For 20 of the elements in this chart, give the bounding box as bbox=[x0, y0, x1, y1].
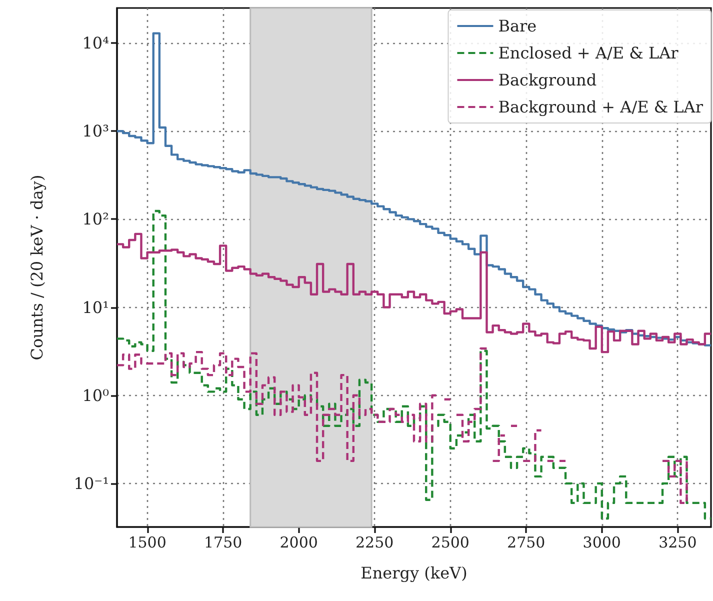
y-tick-label: 10⁴ bbox=[82, 34, 109, 53]
x-tick-label: 3000 bbox=[582, 534, 621, 552]
x-tick-label: 2000 bbox=[280, 534, 318, 552]
legend-label: Background + A/E & LAr bbox=[498, 98, 704, 116]
x-tick-label: 1500 bbox=[128, 534, 166, 552]
y-axis-title: Counts / (20 keV · day) bbox=[28, 174, 46, 360]
x-tick-label: 2250 bbox=[356, 534, 394, 552]
legend-label: Bare bbox=[498, 16, 537, 36]
y-tick-label: 10³ bbox=[82, 122, 109, 141]
legend-label: Background bbox=[498, 70, 597, 90]
x-tick-label: 2500 bbox=[431, 534, 470, 552]
x-tick-label: 3250 bbox=[658, 534, 697, 552]
y-tick-label: 10⁰ bbox=[82, 386, 109, 405]
y-tick-label: 10² bbox=[82, 210, 109, 229]
y-tick-label: 10⁻¹ bbox=[74, 474, 109, 493]
x-axis-title: Energy (keV) bbox=[360, 564, 468, 582]
x-tick-label: 2750 bbox=[507, 534, 546, 552]
y-tick-label: 10¹ bbox=[82, 298, 109, 317]
legend-label: Enclosed + A/E & LAr bbox=[498, 44, 679, 62]
x-tick-label: 1750 bbox=[204, 534, 242, 552]
